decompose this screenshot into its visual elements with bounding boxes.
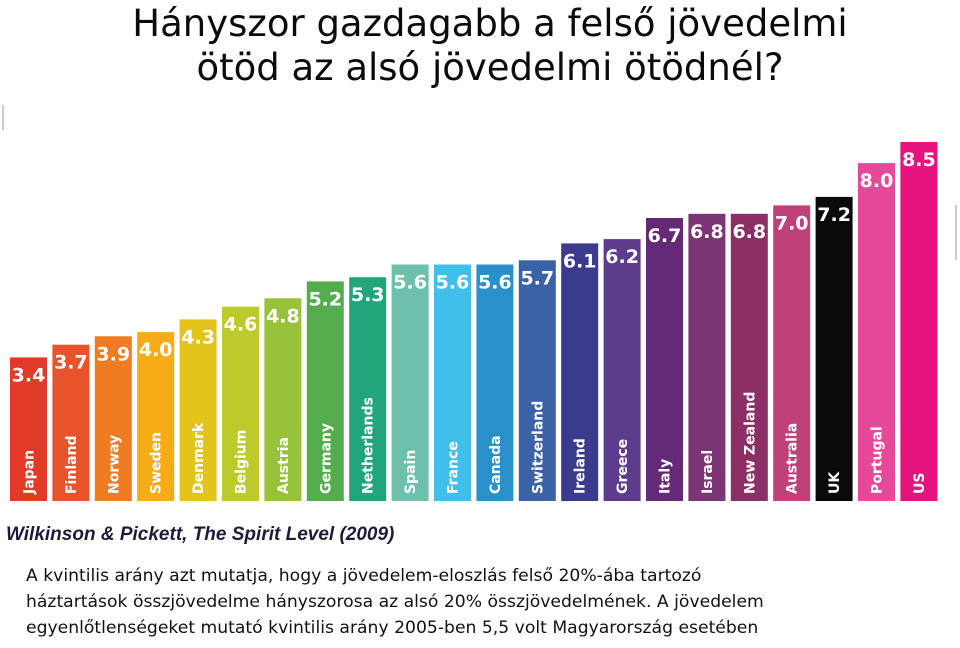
bar-israel xyxy=(688,213,726,502)
bar-label-switzerland: Switzerland xyxy=(530,401,546,494)
bar-value-greece: 6.2 xyxy=(605,246,639,268)
bar-label-denmark: Denmark xyxy=(191,422,207,494)
bar-italy xyxy=(646,218,683,501)
bar-label-canada: Canada xyxy=(488,435,504,494)
bar-new-zealand xyxy=(730,213,768,502)
bar-sweden xyxy=(137,332,175,501)
bar-spain xyxy=(391,264,429,501)
source-citation: Wilkinson & Pickett, The Spirit Level (2… xyxy=(6,524,395,545)
bar-value-netherlands: 5.3 xyxy=(351,284,385,306)
bar-label-norway: Norway xyxy=(106,435,122,494)
bar-label-greece: Greece xyxy=(615,439,631,494)
bar-ireland xyxy=(561,243,599,501)
bar-value-switzerland: 5.7 xyxy=(520,267,554,289)
bar-label-germany: Germany xyxy=(318,423,334,494)
title-line-1: Hányszor gazdagabb a felső jövedelmi xyxy=(132,2,848,45)
bar-uk xyxy=(815,196,853,501)
note-line-1: A kvintilis arány azt mutatja, hogy a jö… xyxy=(26,566,702,586)
bar-label-spain: Spain xyxy=(403,450,419,494)
bar-value-austria: 4.8 xyxy=(266,305,300,327)
bar-label-new-zealand: New Zealand xyxy=(742,392,758,494)
bar-greece xyxy=(603,239,641,501)
bar-label-austria: Austria xyxy=(276,437,292,494)
bar-japan xyxy=(10,357,47,501)
bar-value-sweden: 4.0 xyxy=(139,339,173,361)
bar-value-japan: 3.4 xyxy=(12,364,46,386)
bar-value-canada: 5.6 xyxy=(478,272,512,294)
bar-label-portugal: Portugal xyxy=(870,426,886,494)
bar-value-denmark: 4.3 xyxy=(181,326,215,348)
bar-germany xyxy=(306,281,344,501)
note-line-3: egyenlőtlenségeket mutató kvintilis arán… xyxy=(26,618,759,638)
bar-value-italy: 6.7 xyxy=(648,225,682,247)
bar-label-ireland: Ireland xyxy=(573,438,589,494)
bar-france xyxy=(434,264,471,501)
bar-value-ireland: 6.1 xyxy=(563,250,597,272)
bar-value-spain: 5.6 xyxy=(393,272,427,294)
bar-label-france: France xyxy=(446,441,462,494)
page-title: Hányszor gazdagabb a felső jövedelmi ötö… xyxy=(40,2,940,90)
bar-value-israel: 6.8 xyxy=(690,221,724,243)
bar-label-italy: Italy xyxy=(658,459,674,494)
explanatory-note: A kvintilis arány azt mutatja, hogy a jö… xyxy=(26,563,956,641)
bar-value-australia: 7.0 xyxy=(775,212,809,234)
bar-label-belgium: Belgium xyxy=(234,430,250,494)
bar-value-finland: 3.7 xyxy=(54,352,88,374)
bar-value-us: 8.5 xyxy=(902,149,936,171)
bar-value-norway: 3.9 xyxy=(96,343,130,365)
bar-australia xyxy=(773,205,811,501)
bar-finland xyxy=(52,344,90,501)
bar-canada xyxy=(476,264,514,501)
bar-label-sweden: Sweden xyxy=(149,432,165,494)
title-line-2: ötöd az alsó jövedelmi ötödnél? xyxy=(196,46,784,89)
bar-value-uk: 7.2 xyxy=(817,204,851,226)
bar-belgium xyxy=(222,306,259,501)
bar-value-france: 5.6 xyxy=(436,272,470,294)
bar-norway xyxy=(94,336,132,501)
bar-value-germany: 5.2 xyxy=(308,288,342,310)
bar-austria xyxy=(264,298,302,501)
bar-label-uk: UK xyxy=(827,471,843,494)
bar-us xyxy=(900,142,938,501)
bar-value-new-zealand: 6.8 xyxy=(732,221,766,243)
bar-value-portugal: 8.0 xyxy=(860,170,894,192)
bar-label-japan: Japan xyxy=(22,450,38,495)
bar-label-netherlands: Netherlands xyxy=(361,397,377,494)
bar-value-belgium: 4.6 xyxy=(224,314,258,336)
bar-netherlands xyxy=(349,277,387,501)
bar-label-australia: Australia xyxy=(785,423,801,494)
bar-label-israel: Israel xyxy=(700,450,716,494)
bar-portugal xyxy=(858,163,895,501)
bar-label-finland: Finland xyxy=(64,435,80,494)
bar-label-us: US xyxy=(912,473,928,494)
bars-group: 3.4 Japan 3.7 Finland 3.9 Norway 4.0 Sweden 4.3 D… xyxy=(10,142,938,502)
bar-chart: 3.4 Japan 3.7 Finland 3.9 Norway 4.0 Sweden 4.3 D… xyxy=(2,105,957,502)
bar-switzerland xyxy=(518,260,556,501)
bar-denmark xyxy=(179,319,217,501)
note-line-2: háztartások összjövedelme hányszorosa az… xyxy=(26,592,764,612)
